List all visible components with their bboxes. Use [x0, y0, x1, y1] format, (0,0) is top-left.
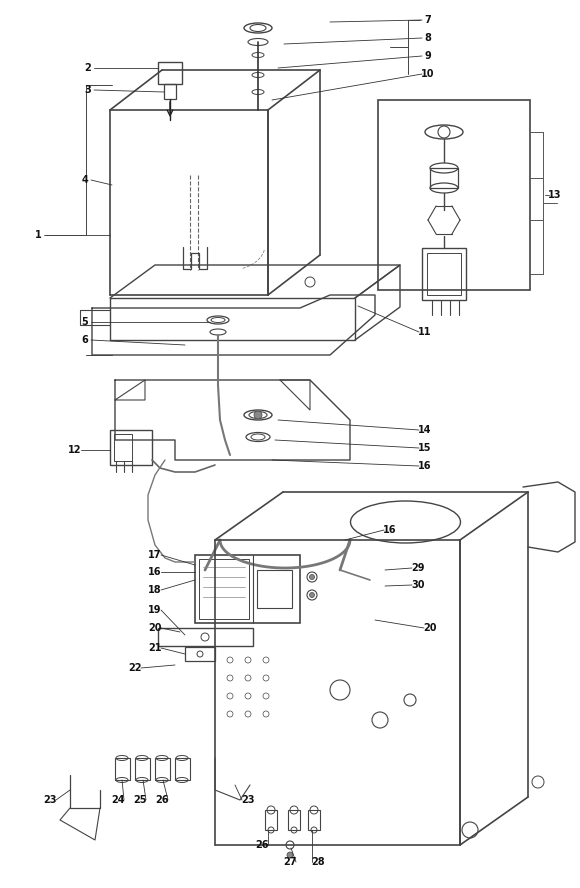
- Bar: [164, 84, 176, 99]
- Text: 20: 20: [148, 623, 162, 633]
- Text: 16: 16: [383, 525, 397, 535]
- Text: 8: 8: [425, 33, 432, 43]
- Bar: [115, 758, 130, 780]
- Bar: [378, 100, 530, 290]
- Bar: [199, 559, 249, 619]
- Text: 12: 12: [68, 445, 82, 455]
- Circle shape: [310, 575, 314, 580]
- Bar: [158, 628, 253, 646]
- Text: 16: 16: [418, 461, 432, 471]
- Bar: [257, 570, 292, 608]
- Text: 9: 9: [425, 51, 432, 61]
- Text: 2: 2: [85, 63, 92, 73]
- Text: 16: 16: [148, 567, 162, 577]
- Bar: [135, 758, 150, 780]
- Text: 7: 7: [425, 15, 432, 25]
- Bar: [114, 434, 132, 461]
- Bar: [427, 253, 461, 295]
- Text: 11: 11: [418, 327, 432, 337]
- Text: 22: 22: [128, 663, 142, 673]
- Bar: [110, 430, 152, 465]
- Text: 19: 19: [148, 605, 162, 615]
- Text: 30: 30: [411, 580, 425, 590]
- Text: 3: 3: [85, 85, 92, 95]
- Circle shape: [254, 411, 262, 419]
- Text: 25: 25: [133, 795, 147, 805]
- Bar: [288, 810, 300, 830]
- Bar: [265, 810, 277, 830]
- Text: 14: 14: [418, 425, 432, 435]
- Bar: [155, 758, 170, 780]
- Text: 24: 24: [111, 795, 125, 805]
- Bar: [308, 810, 320, 830]
- Circle shape: [287, 852, 293, 858]
- Text: 17: 17: [148, 550, 162, 560]
- Bar: [185, 647, 215, 661]
- Bar: [175, 758, 190, 780]
- Text: 23: 23: [44, 795, 57, 805]
- Text: 27: 27: [283, 857, 297, 867]
- Text: 1: 1: [35, 230, 41, 240]
- Text: 28: 28: [311, 857, 325, 867]
- Circle shape: [310, 592, 314, 598]
- Bar: [422, 248, 466, 300]
- Bar: [158, 62, 182, 84]
- Text: 23: 23: [241, 795, 255, 805]
- Text: 29: 29: [411, 563, 425, 573]
- Bar: [430, 168, 458, 188]
- Text: 13: 13: [548, 190, 562, 200]
- Text: 20: 20: [423, 623, 437, 633]
- Text: 5: 5: [82, 317, 88, 327]
- Text: 26: 26: [155, 795, 169, 805]
- Text: 4: 4: [82, 175, 88, 185]
- Text: 21: 21: [148, 643, 162, 653]
- Text: 18: 18: [148, 585, 162, 595]
- Text: 6: 6: [82, 335, 88, 345]
- Text: 10: 10: [421, 69, 435, 79]
- Bar: [195, 555, 300, 623]
- Text: 15: 15: [418, 443, 432, 453]
- Text: 26: 26: [255, 840, 269, 850]
